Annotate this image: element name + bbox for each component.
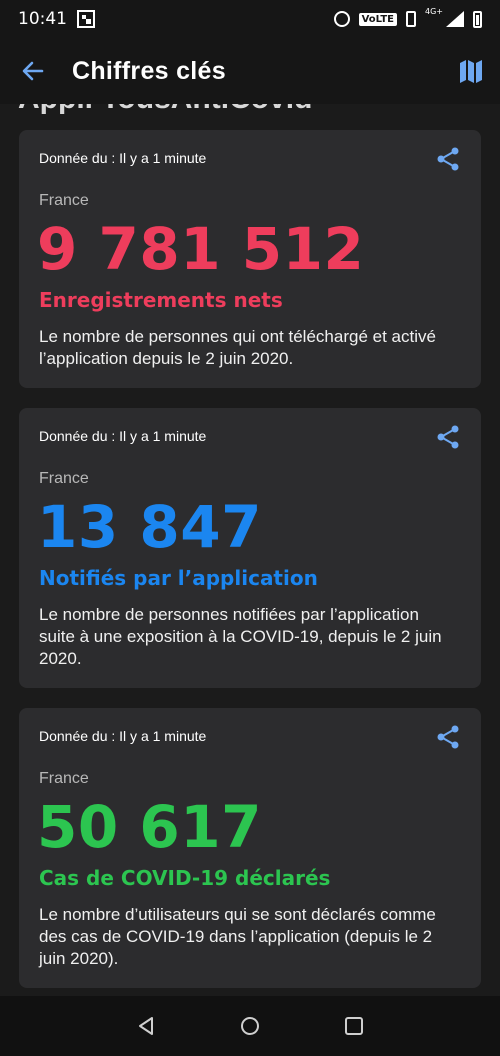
card-region: France bbox=[39, 470, 89, 487]
card-label: Notifiés par l’application bbox=[39, 566, 318, 590]
key-figures-list[interactable]: Donnée du : Il y a 1 minute France 9 781… bbox=[0, 104, 500, 996]
card-value: 13 847 bbox=[37, 493, 262, 561]
card-region: France bbox=[39, 192, 89, 209]
card-description: Le nombre de personnes notifiées par l’a… bbox=[39, 605, 442, 668]
status-icons: VoLTE 4G+ bbox=[333, 7, 482, 28]
nav-recents-icon[interactable] bbox=[342, 1014, 366, 1038]
qr-code-icon bbox=[77, 10, 95, 28]
vibrate-icon bbox=[406, 11, 416, 27]
card-date: Donnée du : Il y a 1 minute bbox=[39, 428, 207, 444]
card-description: Le nombre de personnes qui ont télécharg… bbox=[39, 327, 436, 368]
network-type-label: 4G+ bbox=[425, 6, 443, 16]
card-net-registrations: Donnée du : Il y a 1 minute France 9 781… bbox=[19, 130, 481, 388]
card-declared-cases: Donnée du : Il y a 1 minute France 50 61… bbox=[19, 708, 481, 988]
status-bar: 10:41 VoLTE 4G+ bbox=[0, 0, 500, 38]
status-time: 10:41 bbox=[18, 9, 67, 29]
map-icon[interactable] bbox=[458, 58, 484, 84]
card-region: France bbox=[39, 770, 89, 787]
card-value: 9 781 512 bbox=[37, 215, 365, 283]
system-nav-bar bbox=[0, 996, 500, 1056]
app-bar: Chiffres clés bbox=[0, 38, 500, 104]
card-description: Le nombre d’utilisateurs qui se sont déc… bbox=[39, 905, 436, 968]
share-icon[interactable] bbox=[435, 146, 461, 172]
alarm-icon bbox=[333, 11, 350, 27]
nav-home-icon[interactable] bbox=[238, 1014, 262, 1038]
arrow-left-icon[interactable] bbox=[20, 58, 46, 84]
battery-icon bbox=[473, 10, 482, 28]
card-date: Donnée du : Il y a 1 minute bbox=[39, 728, 207, 744]
card-label: Enregistrements nets bbox=[39, 288, 283, 312]
nav-back-icon[interactable] bbox=[134, 1014, 158, 1038]
page-title: Chiffres clés bbox=[72, 56, 226, 85]
share-icon[interactable] bbox=[435, 724, 461, 750]
card-notified: Donnée du : Il y a 1 minute France 13 84… bbox=[19, 408, 481, 688]
share-icon[interactable] bbox=[435, 424, 461, 450]
card-label: Cas de COVID-19 déclarés bbox=[39, 866, 331, 890]
card-date: Donnée du : Il y a 1 minute bbox=[39, 150, 207, 166]
volte-badge: VoLTE bbox=[358, 12, 397, 26]
signal-icon bbox=[446, 11, 464, 27]
card-value: 50 617 bbox=[37, 793, 262, 861]
